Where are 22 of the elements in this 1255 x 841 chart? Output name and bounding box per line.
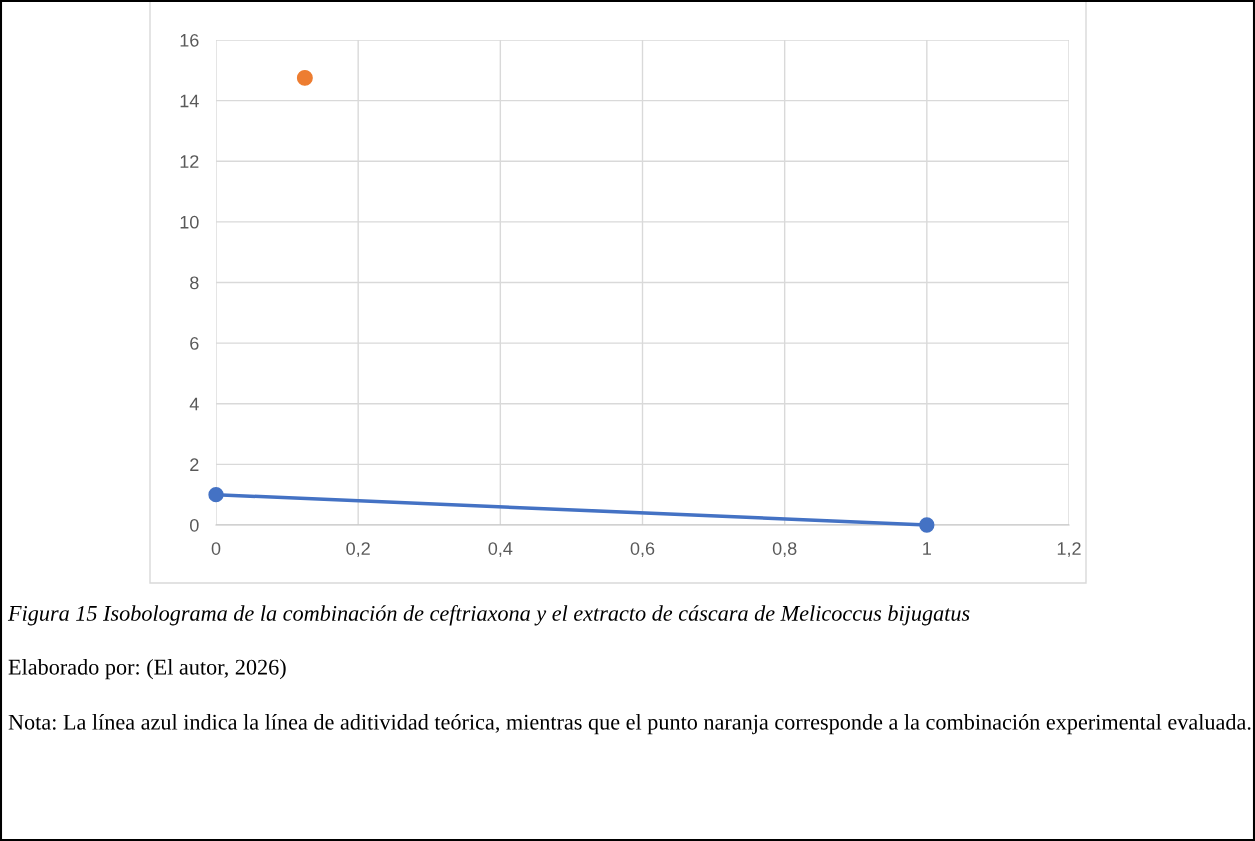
y-tick-label: 10 — [180, 215, 199, 229]
point — [296, 69, 313, 86]
y-tick-label: 8 — [190, 276, 199, 290]
y-tick-label: 0 — [190, 518, 199, 532]
x-tick-label: 0,4 — [488, 542, 513, 558]
point — [919, 517, 935, 533]
y-tick-label: 4 — [189, 397, 199, 411]
y-tick-label: 12 — [180, 155, 199, 168]
y-tick-label: 2 — [190, 458, 199, 471]
y-tick-label: 6 — [190, 337, 199, 350]
text: Elaborado por: (El autor, 2026) — [8, 659, 286, 680]
point — [208, 487, 224, 503]
y-tick-label: 14 — [180, 94, 199, 108]
text: Nota: La línea azul indica la línea de aditividad teórica, mientras que el punto naranja corresponde a la combinación experimental evaluada. — [8, 714, 1251, 735]
text: Figura 15 Isobolograma de la combinación de ceftriaxona y el extracto de cáscara de Melicoccus bijugatus — [7, 605, 970, 626]
x-tick-label: 0,6 — [630, 542, 655, 558]
x-tick-label: 0 — [211, 542, 221, 555]
y-tick-label: 16 — [180, 33, 199, 47]
x-tick-label: 0,8 — [772, 542, 797, 558]
x-tick-label: 0,2 — [346, 542, 370, 558]
x-tick-label: 1 — [923, 542, 931, 555]
x-tick-label: 1,2 — [1057, 542, 1081, 558]
